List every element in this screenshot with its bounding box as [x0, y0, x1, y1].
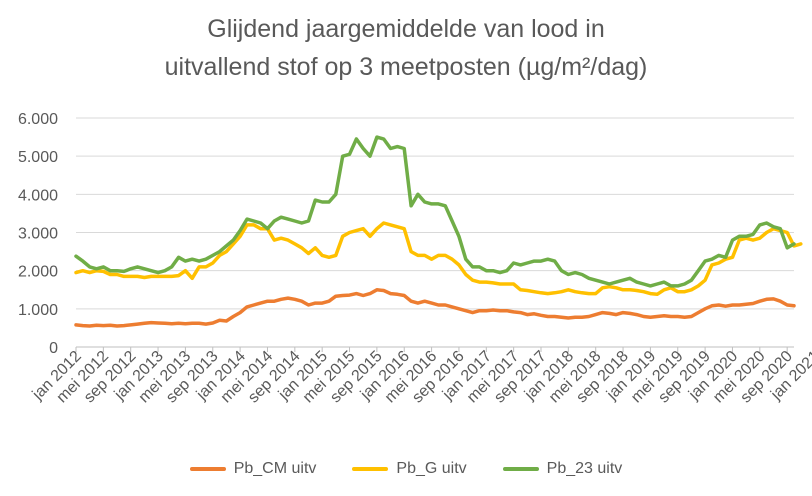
series-line-pb-23-uitv — [74, 135, 796, 288]
y-tick-label: 5.000 — [18, 149, 58, 166]
series-lines — [74, 135, 803, 328]
legend-label: Pb_CM uitv — [233, 460, 317, 477]
legend-label: Pb_23 uitv — [546, 460, 623, 477]
y-tick-label: 3.000 — [18, 226, 58, 243]
y-tick-label: 2.000 — [18, 264, 58, 281]
gridlines — [76, 117, 794, 348]
y-tick-label: 6.000 — [18, 111, 58, 128]
series-line-pb-g-uitv — [74, 221, 803, 297]
legend-item: Pb_23 uitv — [502, 460, 623, 478]
series-line-pb-cm-uitv — [74, 288, 796, 328]
legend-item: Pb_CM uitv — [189, 460, 317, 478]
legend-label: Pb_G uitv — [396, 460, 467, 477]
y-tick-label: 0 — [49, 340, 58, 357]
chart-title: Glijdend jaargemiddelde van lood in uitv… — [0, 10, 812, 86]
y-tick-label: 4.000 — [18, 187, 58, 204]
legend: Pb_CM uitv Pb_G uitv Pb_23 uitv — [0, 457, 812, 481]
legend-swatch — [502, 467, 539, 471]
legend-swatch — [189, 467, 226, 471]
y-tick-label: 1.000 — [18, 302, 58, 319]
chart-title-line1: Glijdend jaargemiddelde van lood in — [207, 15, 605, 43]
legend-swatch — [352, 467, 389, 471]
legend-item: Pb_G uitv — [352, 460, 467, 478]
y-axis-ticks: 0 1.000 2.000 3.000 4.000 5.000 6.000 — [18, 111, 58, 357]
chart-title-line2: uitvallend stof op 3 meetposten (µg/m²/d… — [164, 53, 648, 81]
